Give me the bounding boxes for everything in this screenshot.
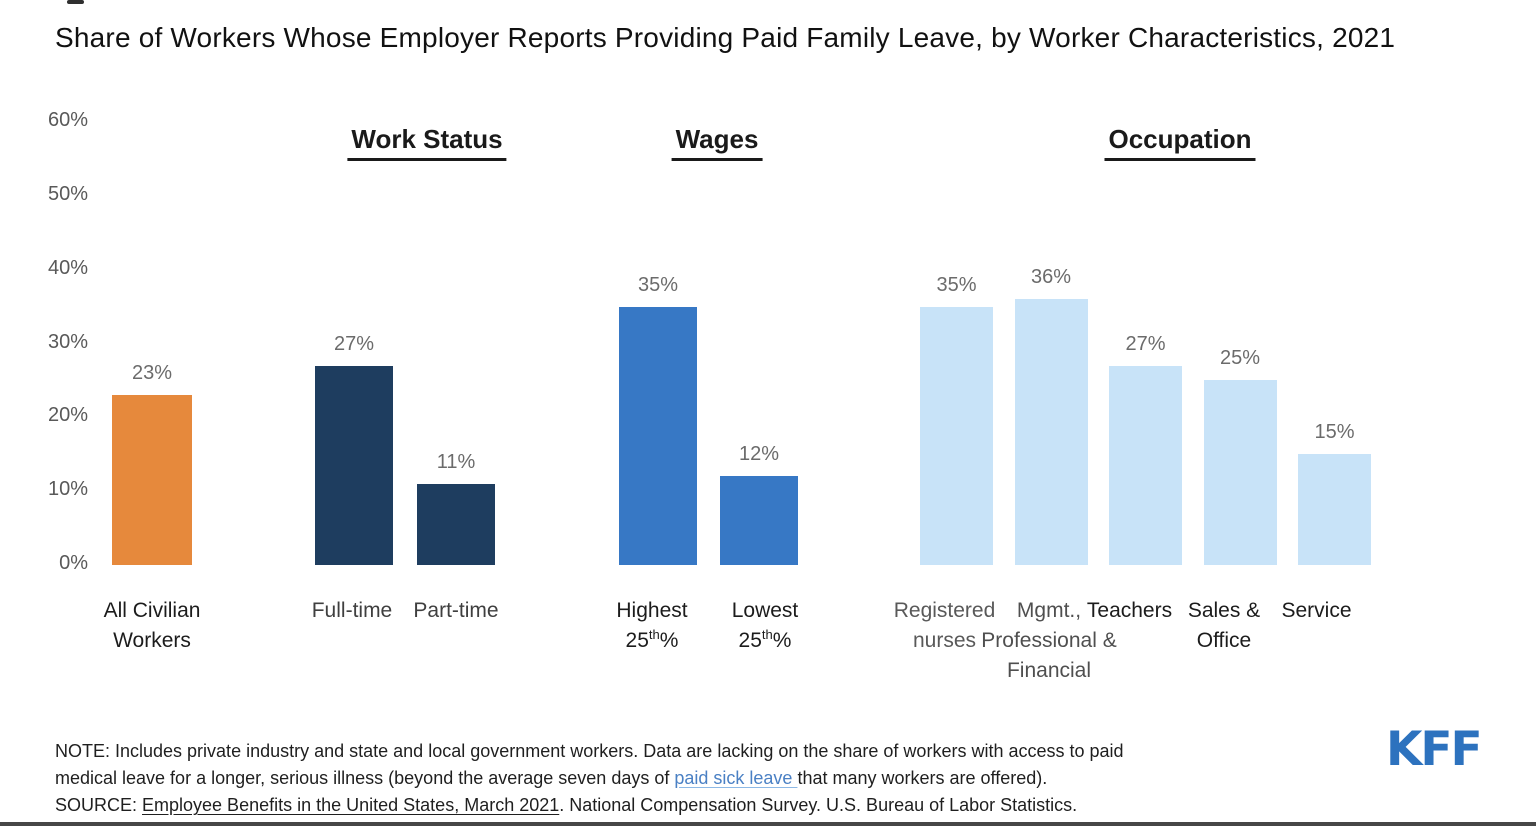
source-link[interactable]: Employee Benefits in the United States, … [142, 795, 560, 815]
bottom-edge-line [0, 822, 1536, 826]
bar-highest-25th-percentile [619, 306, 697, 565]
bar-value-highest-25th-percentile: 35% [637, 273, 679, 296]
bar-value-service: 15% [1314, 421, 1355, 444]
y-axis-tick-30: 30% [47, 330, 88, 353]
group-header-wages: Wages [671, 124, 763, 161]
chart-area: 0% 10% 20% 30% 40% 50% 60% 23% All Civilian Work… [47, 109, 1371, 682]
kff-logo: KFF [1386, 722, 1483, 777]
bar-label-all-civilian-workers: All Civilian Workers [103, 599, 201, 652]
bar-value-all-civilian-workers: 23% [131, 362, 173, 385]
bar-registered-nurses [920, 306, 993, 565]
group-header-occupation: Occupation [1104, 124, 1256, 161]
bar-all-civilian-workers [112, 395, 192, 565]
bar-full-time [315, 365, 393, 565]
bar-teachers [1109, 365, 1182, 565]
y-axis-tick-40: 40% [47, 256, 88, 279]
bar-mgmt-professional-financial [1014, 299, 1088, 565]
y-axis-tick-60: 60% [47, 109, 88, 132]
note-text: NOTE: Includes private industry and stat… [55, 741, 1124, 761]
group-header-work-status: Work Status [347, 124, 507, 161]
y-axis-tick-10: 10% [47, 478, 88, 501]
bar-sales-office [1203, 380, 1277, 565]
note-line-2: medical leave for a longer, serious illn… [55, 765, 1345, 792]
paid-sick-leave-link[interactable]: paid sick leave [674, 768, 798, 788]
bar-value-teachers: 27% [1125, 332, 1166, 355]
note-text: that many workers are offered). [797, 768, 1048, 788]
bar-value-part-time: 11% [436, 450, 476, 473]
bar-value-sales-office: 25% [1219, 347, 1261, 370]
note-text: SOURCE: [55, 795, 143, 815]
bar-label-service: Service [1281, 599, 1352, 622]
chart-title: Share of Workers Whose Employer Reports … [55, 22, 1396, 53]
bar-value-registered-nurses: 35% [936, 273, 977, 296]
bar-label-part-time: Part-time [413, 599, 499, 622]
bar-service [1298, 454, 1371, 565]
bar-lowest-25th-percentile [720, 476, 798, 565]
note-line-3: SOURCE: Employee Benefits in the United … [55, 792, 1345, 819]
y-axis-tick-0: 0% [59, 552, 88, 574]
note-line-1: NOTE: Includes private industry and stat… [55, 738, 1345, 765]
bar-part-time [417, 483, 495, 565]
bar-label-full-time: Full-time [311, 599, 393, 622]
note-block: NOTE: Includes private industry and stat… [55, 738, 1345, 819]
y-axis-tick-50: 50% [47, 182, 88, 205]
cropped-text-artifact [67, 0, 84, 4]
y-axis-tick-20: 20% [47, 404, 88, 427]
bar-label-highest-25th-percentile: Highest 25th% [616, 599, 688, 652]
bar-value-lowest-25th-percentile: 12% [738, 443, 780, 466]
note-text: . National Compensation Survey. U.S. Bur… [559, 795, 1078, 815]
bar-label-registered-nurses: Registered nurses [893, 599, 996, 652]
bar-value-mgmt-professional-financial: 36% [1030, 266, 1072, 289]
bar-label-sales-office: Sales & Office [1187, 599, 1261, 652]
bar-value-full-time: 27% [333, 332, 375, 355]
bar-label-mgmt-professional-financial: Mgmt., Professional & Financial [981, 599, 1117, 682]
note-text: medical leave for a longer, serious illn… [55, 768, 675, 788]
bar-label-lowest-25th-percentile: Lowest 25th% [731, 599, 799, 652]
bar-label-teachers: Teachers [1086, 599, 1173, 622]
